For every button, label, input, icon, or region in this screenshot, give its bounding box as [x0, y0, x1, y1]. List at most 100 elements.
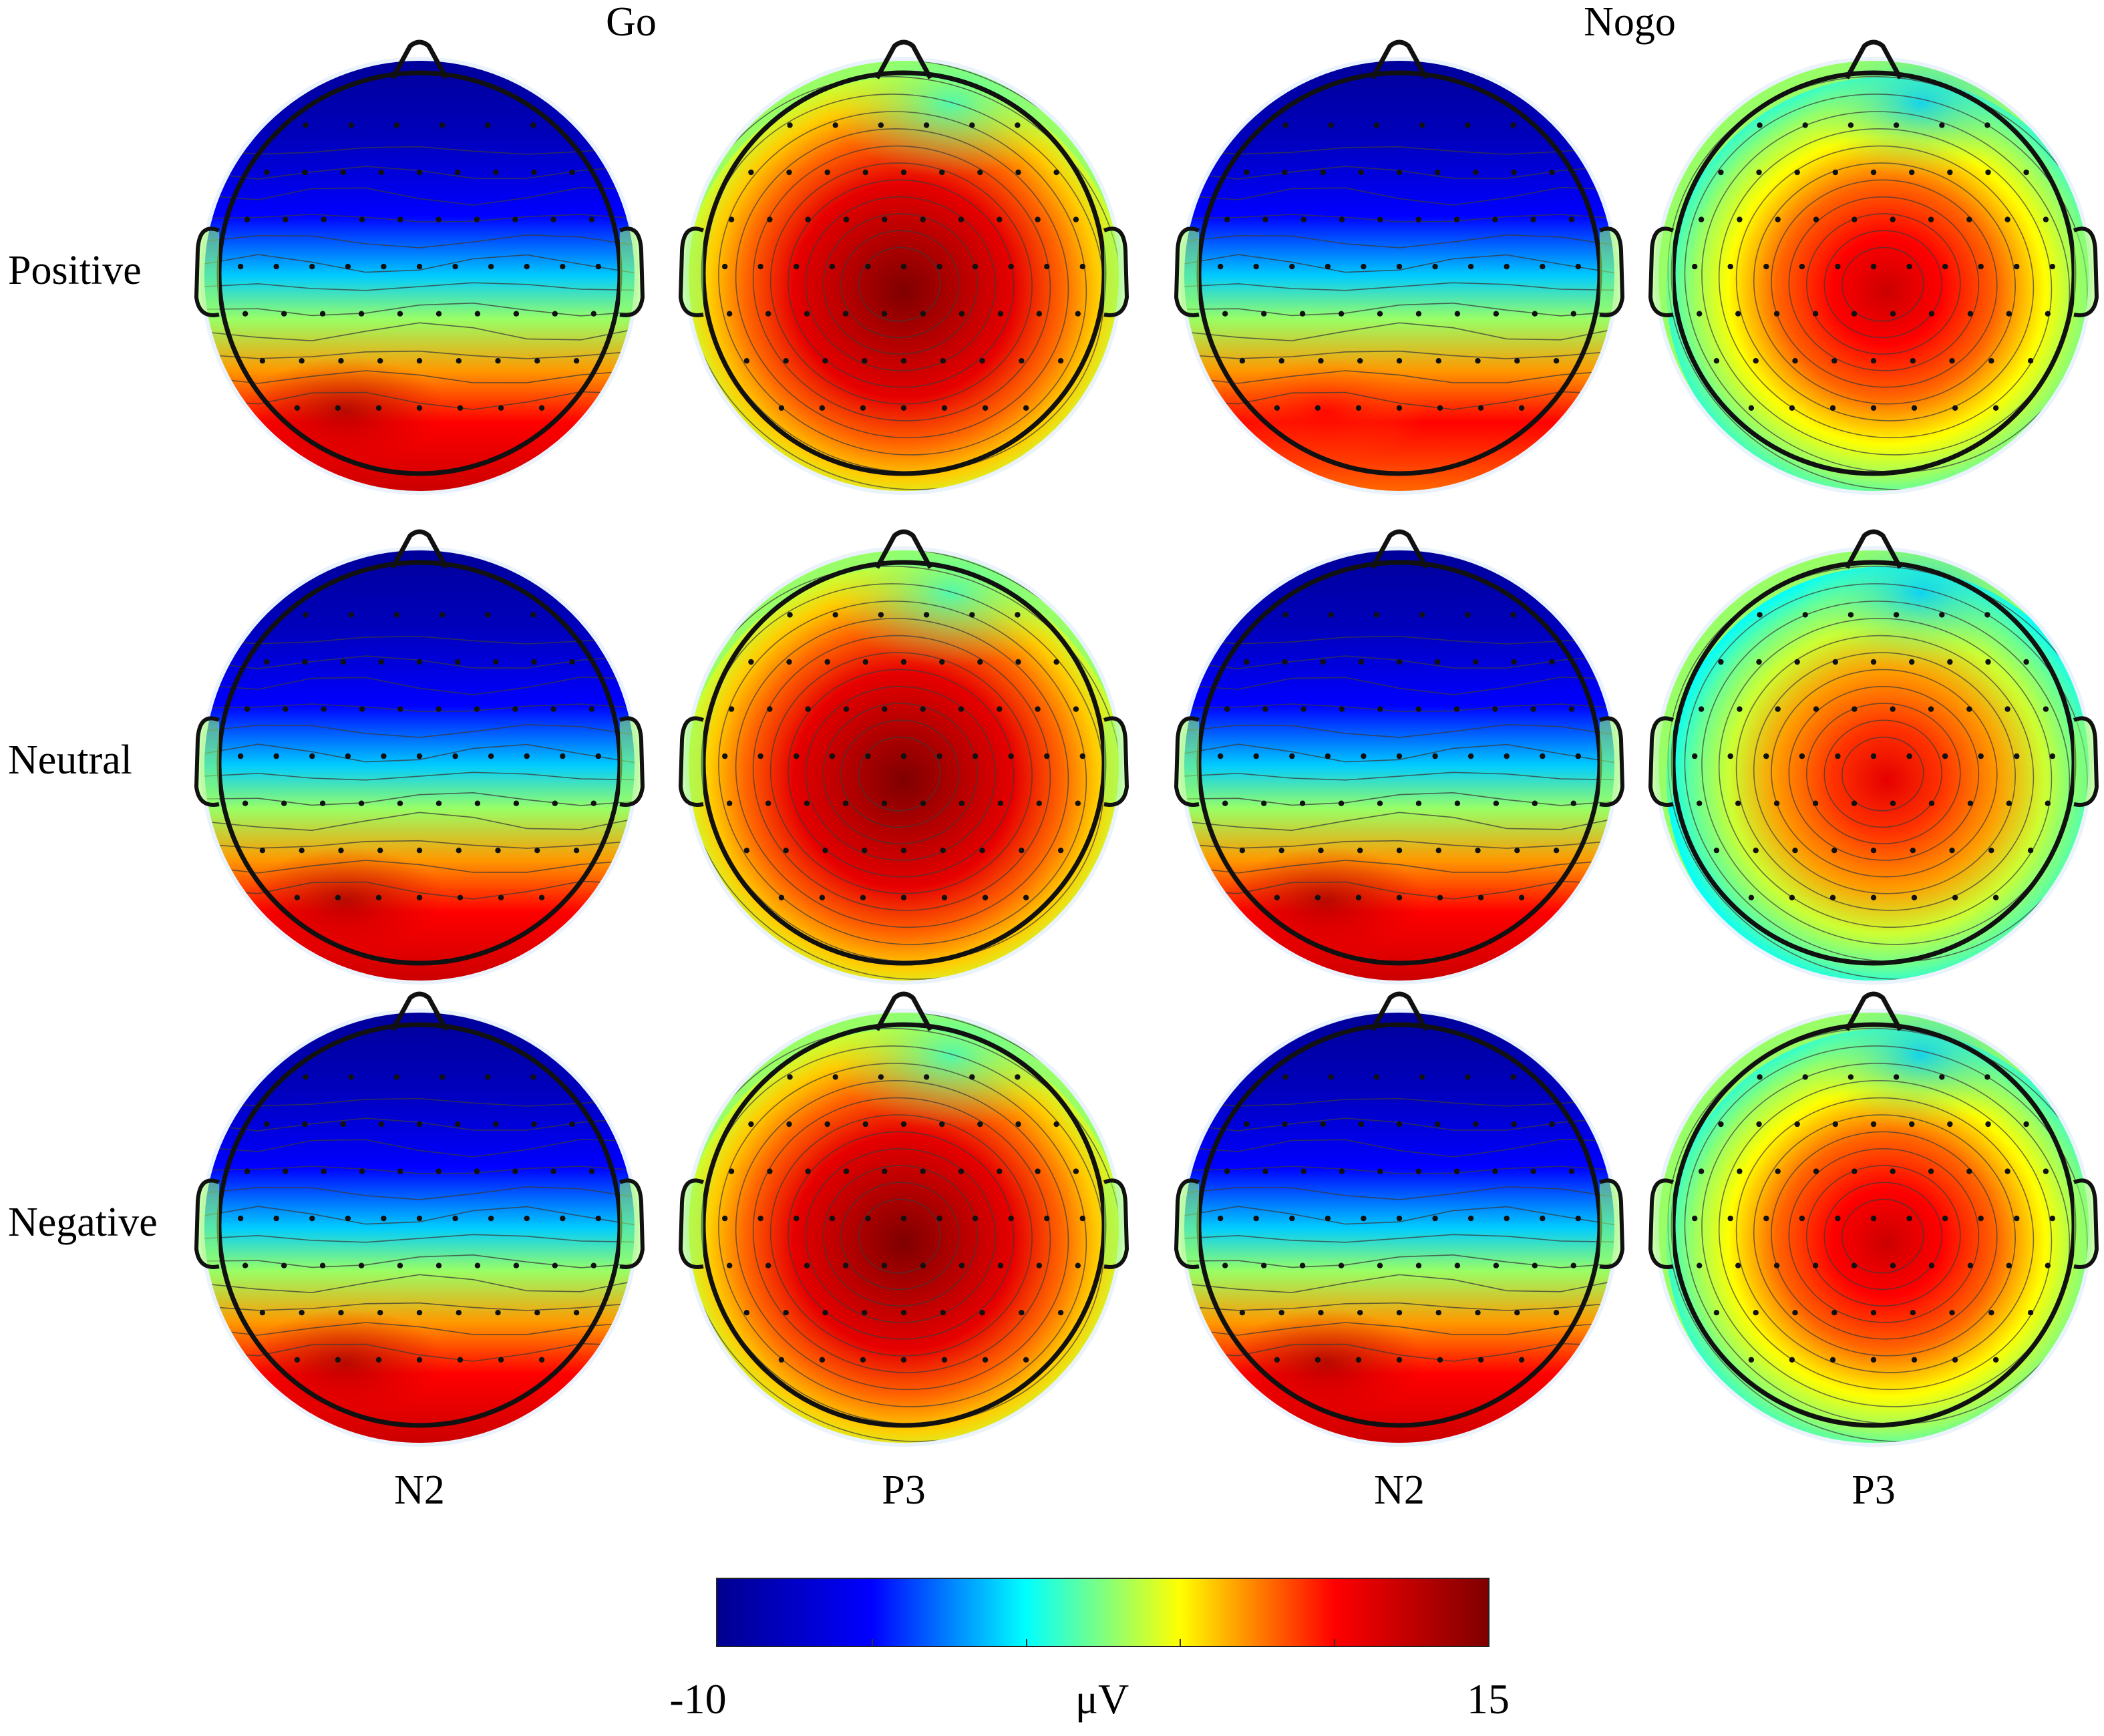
electrode-dot: [997, 800, 1004, 806]
electrode-dot: [1282, 659, 1288, 665]
electrode-dot: [882, 706, 888, 712]
electrode-dot: [588, 706, 595, 712]
electrode-dot: [778, 405, 785, 411]
electrode-dot: [900, 659, 907, 665]
posterior-peak: [1226, 357, 1426, 464]
electrode-dot: [1222, 311, 1228, 317]
electrode-dot: [1992, 405, 1999, 411]
electrode-dot: [778, 894, 785, 901]
electrode-dot: [1575, 1215, 1581, 1222]
electrode-dot: [1870, 169, 1877, 176]
electrode-dot: [359, 706, 365, 712]
contour-line: [823, 703, 978, 844]
electrode-dot: [319, 311, 326, 317]
left-ear-outline: [1174, 1178, 1200, 1269]
electrode-dot: [979, 848, 985, 854]
electrode-dot: [794, 263, 800, 270]
electrode-dot: [941, 894, 948, 901]
electrode-dot: [2023, 659, 2029, 665]
electrode-dot: [1373, 1074, 1380, 1080]
left-ear-outline: [1648, 716, 1675, 807]
electrode-dot: [1318, 848, 1324, 854]
electrode-dot: [416, 659, 423, 665]
electrode-dot: [1893, 612, 1900, 618]
electrode-dot: [1415, 1168, 1421, 1174]
contour-line: [1184, 254, 1614, 274]
electrode-dot: [1984, 612, 1990, 618]
electrode-dot: [2027, 1310, 2034, 1316]
contour-line: [204, 370, 635, 384]
electrode-dot: [878, 1074, 884, 1080]
electrode-dot: [1261, 1262, 1267, 1268]
electrode-dot: [829, 1215, 836, 1222]
electrode-dot: [842, 1262, 849, 1268]
electrode-dot: [495, 848, 501, 854]
electrode-dot: [264, 659, 270, 665]
electrode-dot: [1718, 169, 1724, 176]
electrode-dot: [1832, 169, 1838, 176]
right-ear-outline: [2073, 226, 2099, 317]
electrode-dot: [743, 848, 750, 854]
electrode-dot: [1357, 358, 1363, 364]
electrode-dot: [2027, 848, 2034, 854]
electrode-dot: [1698, 216, 1705, 222]
colorbar-tick: [871, 1639, 873, 1646]
left-ear-outline: [679, 226, 705, 317]
electrode-dot: [1773, 1262, 1780, 1268]
electrode-dot: [822, 1310, 828, 1316]
electrode-dot: [1802, 122, 1808, 128]
electrode-dot: [819, 405, 826, 411]
electrode-dot: [1432, 263, 1438, 270]
electrode-dot: [1949, 848, 1955, 854]
electrode-dot: [1023, 894, 1029, 901]
electrode-dot: [524, 753, 530, 759]
right-ear-outline: [1598, 226, 1624, 317]
electrode-dot: [1928, 1168, 1934, 1174]
electrode-dot: [1510, 612, 1516, 618]
electrode-dot: [302, 169, 308, 176]
contour-line: [718, 1063, 1087, 1407]
electrode-dot: [1893, 1074, 1900, 1080]
electrode-dot: [1415, 216, 1421, 222]
electrode-dot: [862, 1121, 869, 1127]
electrode-dot: [273, 1215, 279, 1222]
contour-line: [204, 771, 635, 781]
electrode-dot: [1813, 216, 1819, 222]
electrode-dot: [299, 1310, 305, 1316]
electrode-dot: [498, 1357, 504, 1363]
electrode-dot: [1570, 311, 1576, 317]
electrode-dot: [1435, 659, 1441, 665]
electrode-dot: [416, 1357, 423, 1363]
electrode-dot: [1015, 612, 1021, 618]
electrode-dot: [552, 1262, 558, 1268]
electrode-dot: [1044, 263, 1050, 270]
electrode-dot: [488, 1215, 494, 1222]
electrode-dot: [900, 1215, 907, 1222]
electrode-dot: [1361, 753, 1367, 759]
electrode-dot: [377, 358, 383, 364]
contour-line: [204, 186, 635, 206]
electrode-dot: [1812, 800, 1819, 806]
electrode-dot: [1748, 894, 1755, 901]
row-label-positive: Positive: [8, 248, 142, 293]
topomap-nogo-n2-positive: [1174, 39, 1624, 495]
electrode-dot: [377, 848, 383, 854]
electrode-dot: [900, 753, 907, 759]
electrode-dot: [1036, 1262, 1043, 1268]
electrode-dot: [1396, 169, 1403, 176]
electrode-dot: [1984, 1074, 1990, 1080]
electrode-dot: [1829, 1357, 1836, 1363]
electrode-dot: [862, 659, 869, 665]
electrode-dot: [1057, 848, 1064, 854]
electrode-dot: [1437, 1357, 1443, 1363]
electrode-dot: [1396, 1310, 1403, 1316]
electrode-dot: [1314, 894, 1321, 901]
electrode-dot: [1890, 311, 1896, 317]
centro-parietal-peak: [1667, 77, 2089, 491]
electrode-dot: [303, 1074, 309, 1080]
electrode-dot: [358, 1262, 365, 1268]
electrode-dot: [1799, 753, 1805, 759]
electrode-dot: [495, 1310, 501, 1316]
electrode-dot: [1415, 1262, 1422, 1268]
electrode-dot: [958, 216, 965, 222]
